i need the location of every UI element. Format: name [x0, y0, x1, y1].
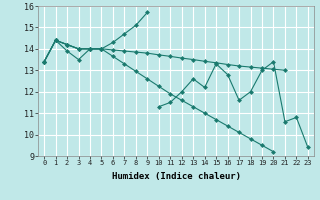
X-axis label: Humidex (Indice chaleur): Humidex (Indice chaleur) — [111, 172, 241, 181]
